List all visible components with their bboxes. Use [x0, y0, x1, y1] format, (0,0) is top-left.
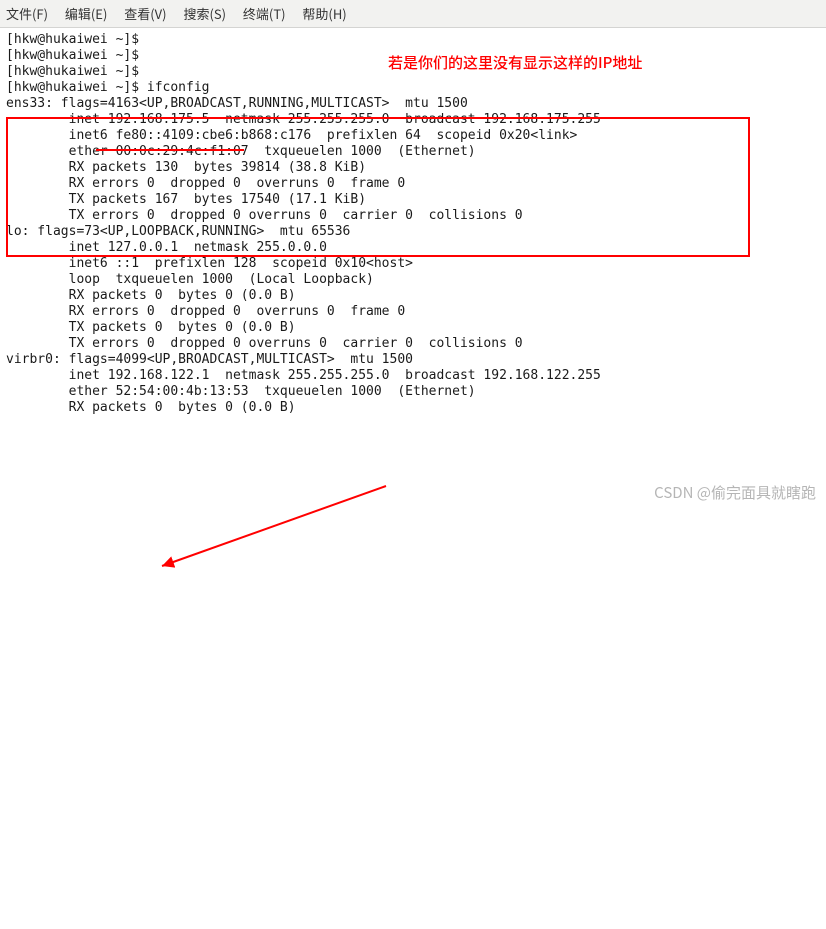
menu-bar: 文件(F) 编辑(E) 查看(V) 搜索(S) 终端(T) 帮助(H): [0, 0, 826, 28]
watermark-text: CSDN @偷完面具就瞎跑: [654, 482, 816, 503]
menu-search[interactable]: 搜索(S): [183, 4, 226, 23]
menu-help[interactable]: 帮助(H): [302, 4, 346, 23]
menu-view[interactable]: 查看(V): [124, 4, 166, 23]
terminal-output[interactable]: [hkw@hukaiwei ~]$ [hkw@hukaiwei ~]$ [hkw…: [0, 28, 826, 420]
menu-terminal[interactable]: 终端(T): [243, 4, 286, 23]
menu-edit[interactable]: 编辑(E): [65, 4, 107, 23]
menu-file[interactable]: 文件(F): [6, 4, 48, 23]
annotation-text: 若是你们的这里没有显示这样的IP地址: [388, 52, 642, 73]
